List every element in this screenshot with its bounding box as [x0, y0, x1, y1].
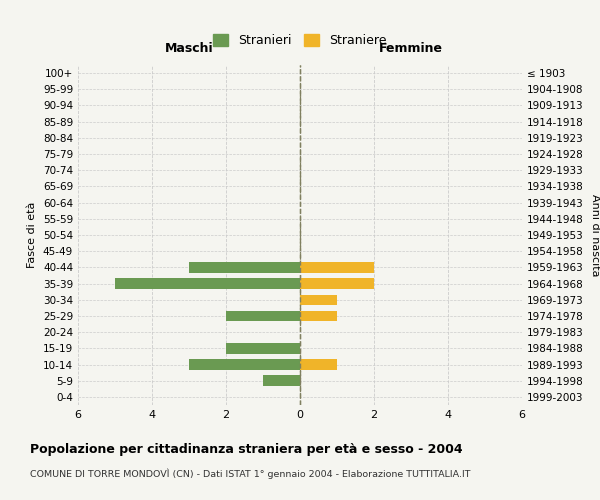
Bar	[189, 262, 300, 272]
Text: Femmine: Femmine	[379, 42, 443, 56]
Bar	[300, 262, 374, 272]
Bar	[263, 376, 300, 386]
Legend: Stranieri, Straniere: Stranieri, Straniere	[209, 30, 391, 51]
Bar	[189, 360, 300, 370]
Text: Maschi: Maschi	[164, 42, 214, 56]
Text: Popolazione per cittadinanza straniera per età e sesso - 2004: Popolazione per cittadinanza straniera p…	[30, 442, 463, 456]
Y-axis label: Fasce di età: Fasce di età	[28, 202, 37, 268]
Bar	[300, 278, 374, 289]
Bar	[300, 310, 337, 321]
Bar	[300, 360, 337, 370]
Bar	[226, 310, 300, 321]
Bar	[300, 294, 337, 305]
Text: COMUNE DI TORRE MONDOVÌ (CN) - Dati ISTAT 1° gennaio 2004 - Elaborazione TUTTITA: COMUNE DI TORRE MONDOVÌ (CN) - Dati ISTA…	[30, 468, 470, 479]
Bar	[226, 343, 300, 353]
Y-axis label: Anni di nascita: Anni di nascita	[590, 194, 600, 276]
Bar	[115, 278, 300, 289]
